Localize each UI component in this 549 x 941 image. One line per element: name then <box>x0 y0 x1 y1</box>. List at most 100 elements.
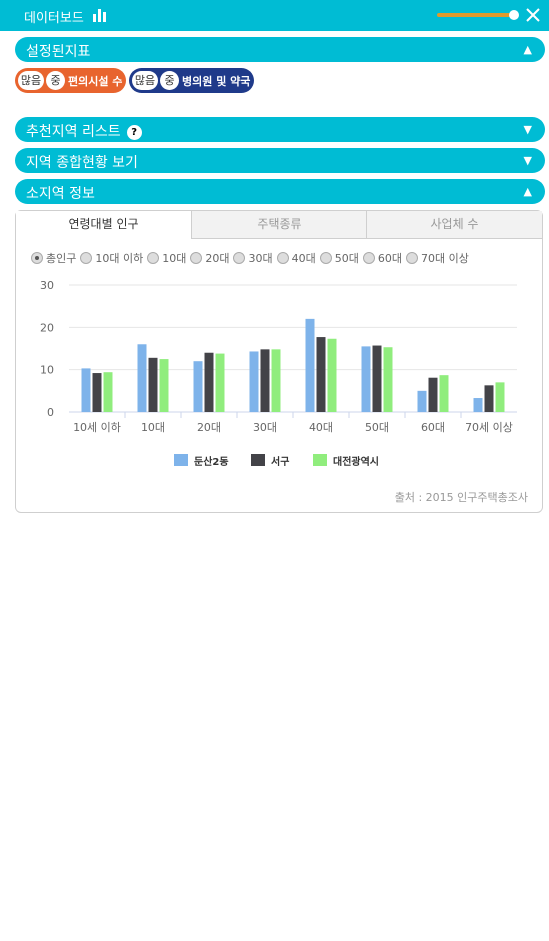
y-tick-label: 30 <box>40 279 54 292</box>
bar-0-0 <box>81 368 91 412</box>
x-tick-label: 10세 이하 <box>73 420 121 434</box>
radio-label: 40대 <box>291 252 316 265</box>
tag-level: 많음 <box>132 71 158 90</box>
radio-button-icon[interactable] <box>31 252 43 264</box>
radio-age-4[interactable]: 30대 <box>233 250 273 266</box>
bar-0-3 <box>249 351 259 412</box>
y-tick-label: 0 <box>47 406 54 419</box>
bar-1-3 <box>260 349 270 412</box>
y-tick-label: 20 <box>40 321 54 334</box>
opacity-slider[interactable] <box>437 13 514 17</box>
bar-1-1 <box>148 357 158 412</box>
section-overview-label: 지역 종합현황 보기 <box>26 155 138 171</box>
section-small-area[interactable]: 소지역 정보 ▲ <box>15 179 545 204</box>
radio-label: 70대 이상 <box>420 252 469 265</box>
section-recommend-label: 추천지역 리스트? <box>26 121 142 141</box>
tab-age-population[interactable]: 연령대별 인구 <box>16 211 191 239</box>
x-tick-label: 50대 <box>365 421 389 434</box>
bar-2-7 <box>495 382 505 412</box>
help-icon[interactable]: ? <box>126 125 142 140</box>
radio-label: 10대 <box>162 252 187 265</box>
radio-button-icon[interactable] <box>362 252 375 264</box>
bar-2-3 <box>271 349 281 412</box>
app-title: 데이터보드 <box>24 11 84 26</box>
bar-1-0 <box>92 373 102 412</box>
bar-0-1 <box>137 344 147 412</box>
legend-swatch <box>251 454 265 466</box>
radio-label: 60대 <box>377 252 402 265</box>
legend-label: 대전광역시 <box>333 455 379 468</box>
tab-business-count[interactable]: 사업체 수 <box>366 211 542 239</box>
section-recommend[interactable]: 추천지역 리스트? ▼ <box>15 117 545 142</box>
tag-text: 병의원 및 약국 <box>182 75 251 88</box>
radio-button-icon[interactable] <box>319 252 332 264</box>
section-recommend-text: 추천지역 리스트 <box>26 124 121 140</box>
radio-age-2[interactable]: 10대 <box>147 250 186 266</box>
legend-swatch <box>174 454 188 466</box>
radio-age-6[interactable]: 50대 <box>319 250 359 266</box>
legend-label: 둔산2동 <box>194 455 229 468</box>
bar-0-4 <box>305 318 315 412</box>
x-tick-label: 30대 <box>253 421 277 434</box>
indicator-tag-convenience[interactable]: 많음 중 편의시설 수 <box>15 68 126 93</box>
bar-0-6 <box>417 390 427 412</box>
radio-button-icon[interactable] <box>190 252 203 264</box>
expand-arrow-icon: ▼ <box>523 123 532 136</box>
section-small-area-label: 소지역 정보 <box>26 186 95 202</box>
tab-bar: 연령대별 인구 주택종류 사업체 수 <box>16 211 542 239</box>
radio-age-3[interactable]: 20대 <box>190 250 229 266</box>
bar-1-5 <box>372 345 382 412</box>
bar-0-5 <box>361 346 371 412</box>
radio-label: 50대 <box>334 252 359 265</box>
age-radio-group: 총인구 10대 이하 10대 20대 30대 40대 50대 60대 70대 이상 <box>31 250 473 266</box>
radio-button-icon[interactable] <box>276 252 289 264</box>
radio-age-8[interactable]: 70대 이상 <box>405 250 469 266</box>
legend-label: 서구 <box>271 455 289 468</box>
collapse-arrow-icon: ▲ <box>523 185 532 198</box>
section-indicators[interactable]: 설정된지표 ▲ <box>15 37 545 62</box>
bar-2-4 <box>327 338 337 412</box>
radio-age-0[interactable]: 총인구 <box>31 250 76 266</box>
x-tick-label: 70세 이상 <box>465 421 513 434</box>
radio-age-7[interactable]: 60대 <box>362 250 402 266</box>
radio-label: 20대 <box>205 252 230 265</box>
y-tick-label: 10 <box>40 364 54 377</box>
radio-age-1[interactable]: 10대 이하 <box>80 250 143 266</box>
radio-button-icon[interactable] <box>80 252 93 264</box>
radio-button-icon[interactable] <box>405 252 418 264</box>
bar-2-1 <box>159 359 169 412</box>
bar-chart-icon <box>93 9 106 22</box>
tag-sub: 중 <box>46 71 65 90</box>
radio-label: 총인구 <box>46 252 77 265</box>
indicator-tag-hospital[interactable]: 많음 중 병의원 및 약국 <box>129 68 254 93</box>
section-overview[interactable]: 지역 종합현황 보기 ▼ <box>15 148 545 173</box>
x-tick-label: 10대 <box>141 421 165 434</box>
bar-1-7 <box>484 385 494 412</box>
top-bar: 데이터보드 <box>0 0 549 31</box>
x-tick-label: 40대 <box>309 421 333 434</box>
radio-age-5[interactable]: 40대 <box>276 250 316 266</box>
legend-swatch <box>313 454 327 466</box>
tab-housing-type[interactable]: 주택종류 <box>191 211 367 239</box>
bar-0-2 <box>193 361 203 412</box>
bar-0-7 <box>473 398 483 412</box>
bar-2-6 <box>439 375 449 412</box>
radio-button-icon[interactable] <box>147 252 160 264</box>
tag-text: 편의시설 수 <box>68 75 123 88</box>
tag-level: 많음 <box>18 71 44 90</box>
radio-label: 30대 <box>248 252 273 265</box>
expand-arrow-icon: ▼ <box>523 154 532 167</box>
collapse-arrow-icon: ▲ <box>523 43 532 56</box>
radio-button-icon[interactable] <box>233 252 246 264</box>
small-area-panel: 연령대별 인구 주택종류 사업체 수 총인구 10대 이하 10대 20대 30대 40대… <box>15 210 543 513</box>
x-tick-label: 20대 <box>197 421 221 434</box>
section-indicators-label: 설정된지표 <box>26 44 91 60</box>
source-note: 출처 : 2015 인구주택총조사 <box>394 491 528 504</box>
bar-1-6 <box>428 377 438 412</box>
x-tick-label: 60대 <box>421 421 445 434</box>
bar-1-2 <box>204 352 214 412</box>
close-icon[interactable] <box>525 7 541 23</box>
bar-2-5 <box>383 347 393 412</box>
bar-2-2 <box>215 353 225 412</box>
slider-handle[interactable] <box>509 10 519 20</box>
